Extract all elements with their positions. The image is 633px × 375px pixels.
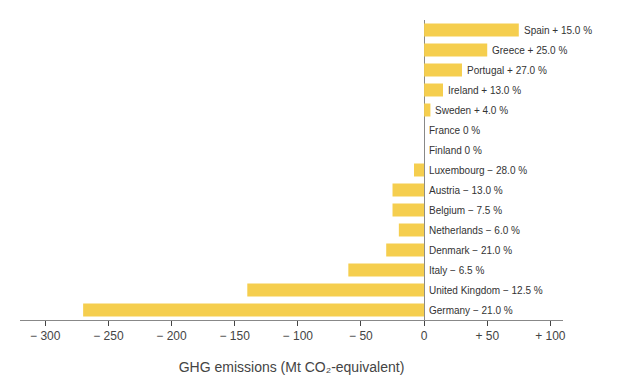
svg-text:Germany − 21.0 %: Germany − 21.0 % (429, 305, 513, 316)
svg-text:− 200: − 200 (156, 329, 187, 343)
svg-text:GHG emissions (Mt CO₂-equivale: GHG emissions (Mt CO₂-equivalent) (179, 359, 405, 375)
svg-text:Ireland + 13.0 %: Ireland + 13.0 % (448, 85, 521, 96)
svg-text:− 150: − 150 (219, 329, 250, 343)
svg-text:France 0 %: France 0 % (429, 125, 480, 136)
svg-text:Netherlands − 6.0 %: Netherlands − 6.0 % (429, 225, 520, 236)
svg-text:Belgium − 7.5 %: Belgium − 7.5 % (429, 205, 502, 216)
svg-text:− 100: − 100 (283, 329, 314, 343)
svg-text:Austria − 13.0 %: Austria − 13.0 % (429, 185, 503, 196)
svg-text:Italy − 6.5 %: Italy − 6.5 % (429, 265, 484, 276)
svg-text:− 50: − 50 (349, 329, 373, 343)
svg-text:0: 0 (421, 329, 428, 343)
svg-text:+ 50: + 50 (475, 329, 499, 343)
svg-text:+ 100: + 100 (535, 329, 566, 343)
svg-text:− 300: − 300 (30, 329, 61, 343)
svg-text:Sweden + 4.0 %: Sweden + 4.0 % (435, 105, 508, 116)
svg-text:Denmark − 21.0 %: Denmark − 21.0 % (429, 245, 512, 256)
svg-text:Luxembourg − 28.0 %: Luxembourg − 28.0 % (429, 165, 527, 176)
svg-text:− 250: − 250 (93, 329, 124, 343)
svg-text:United Kingdom − 12.5 %: United Kingdom − 12.5 % (429, 285, 543, 296)
svg-text:Portugal + 27.0 %: Portugal + 27.0 % (467, 65, 547, 76)
svg-text:Greece + 25.0 %: Greece + 25.0 % (492, 45, 567, 56)
svg-text:Spain + 15.0 %: Spain + 15.0 % (524, 25, 592, 36)
svg-text:Finland 0 %: Finland 0 % (429, 145, 482, 156)
